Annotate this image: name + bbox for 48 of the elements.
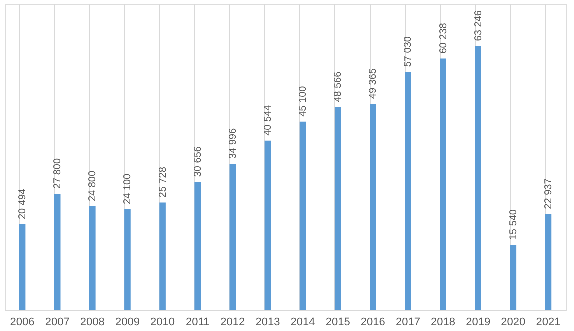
x-tick-label: 2008	[80, 316, 105, 328]
x-tick-label: 2012	[220, 316, 246, 328]
bar	[160, 202, 166, 310]
x-tick-label: 2009	[115, 316, 140, 328]
bar	[334, 107, 342, 310]
x-tick-label: 2017	[396, 316, 420, 328]
x-tick-label: 2007	[45, 316, 70, 328]
x-tick-label: 2011	[186, 316, 210, 328]
data-label: 34 996	[228, 128, 239, 160]
data-label: 45 100	[298, 86, 310, 117]
x-tick-label: 2010	[150, 316, 176, 328]
data-label: 15 540	[508, 209, 520, 240]
bar	[54, 194, 61, 310]
bar	[510, 245, 517, 310]
data-label: 48 566	[333, 71, 344, 102]
data-label: 40 544	[262, 104, 274, 136]
data-label: 57 030	[403, 36, 414, 68]
bar	[194, 182, 201, 310]
bar	[370, 104, 376, 310]
bar	[90, 206, 96, 310]
bar	[264, 140, 272, 310]
bar	[300, 122, 306, 310]
bar	[475, 46, 482, 310]
x-tick-label: 2018	[431, 316, 456, 328]
x-tick-label: 2006	[10, 316, 35, 328]
data-label: 30 656	[192, 146, 204, 178]
x-tick-label: 2014	[290, 316, 316, 328]
data-label: 49 365	[368, 68, 380, 100]
x-tick-label: 2019	[466, 316, 491, 328]
data-label: 22 937	[543, 178, 554, 210]
data-label: 25 728	[158, 166, 169, 198]
x-tick-label: 2020	[501, 316, 526, 328]
data-label: 60 238	[438, 22, 450, 54]
data-label: 24 100	[122, 173, 134, 204]
bar	[440, 58, 446, 310]
data-label: 63 246	[473, 10, 484, 42]
x-tick-label: 2016	[360, 316, 386, 328]
x-tick-label: 2015	[326, 316, 350, 328]
x-tick-label: 2013	[256, 316, 280, 328]
data-label: 20 494	[18, 188, 29, 220]
bar	[124, 209, 131, 310]
bar	[19, 224, 26, 310]
bar	[230, 164, 236, 310]
bar	[405, 72, 412, 310]
x-tick-label: 2021	[536, 316, 561, 328]
bar	[545, 214, 552, 310]
data-label: 27 800	[52, 158, 64, 190]
data-label: 24 800	[88, 170, 99, 202]
